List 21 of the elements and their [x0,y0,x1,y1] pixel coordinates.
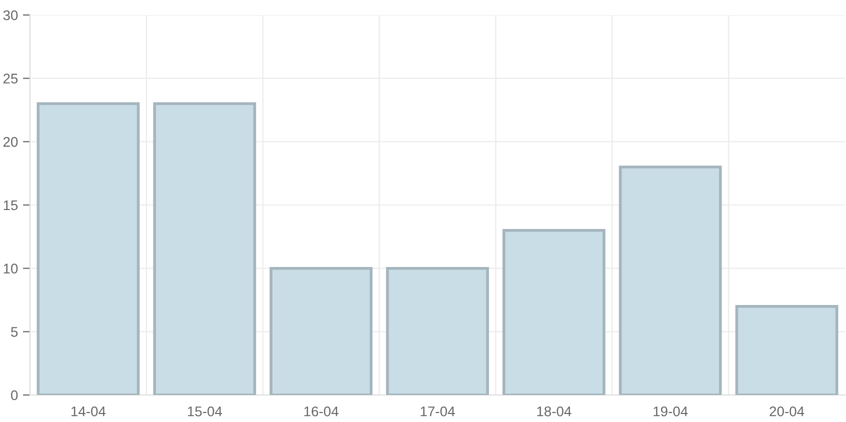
bar [386,266,489,395]
y-tick-label: 5 [11,327,18,337]
x-tick-label: 18-04 [537,406,572,416]
bar [502,228,606,395]
y-tick-label: 25 [3,74,18,84]
y-tick-label: 15 [4,200,18,210]
bar [153,102,256,395]
bar [36,102,140,395]
x-tick-label: 16-04 [304,406,338,416]
y-tick-label: 0 [11,390,18,400]
y-tick-label: 20 [3,137,18,147]
x-tick-label: 19-04 [654,406,688,416]
y-tick-label: 30 [3,10,18,20]
y-tick-label: 10 [4,264,18,274]
x-tick-label: 17-04 [420,406,455,416]
bar [270,266,373,395]
x-tick-label: 14-04 [72,406,106,416]
x-tick-label: 20-04 [770,406,804,416]
x-tick-label: 15-04 [188,406,222,416]
bar [735,304,838,395]
bar [618,166,722,395]
